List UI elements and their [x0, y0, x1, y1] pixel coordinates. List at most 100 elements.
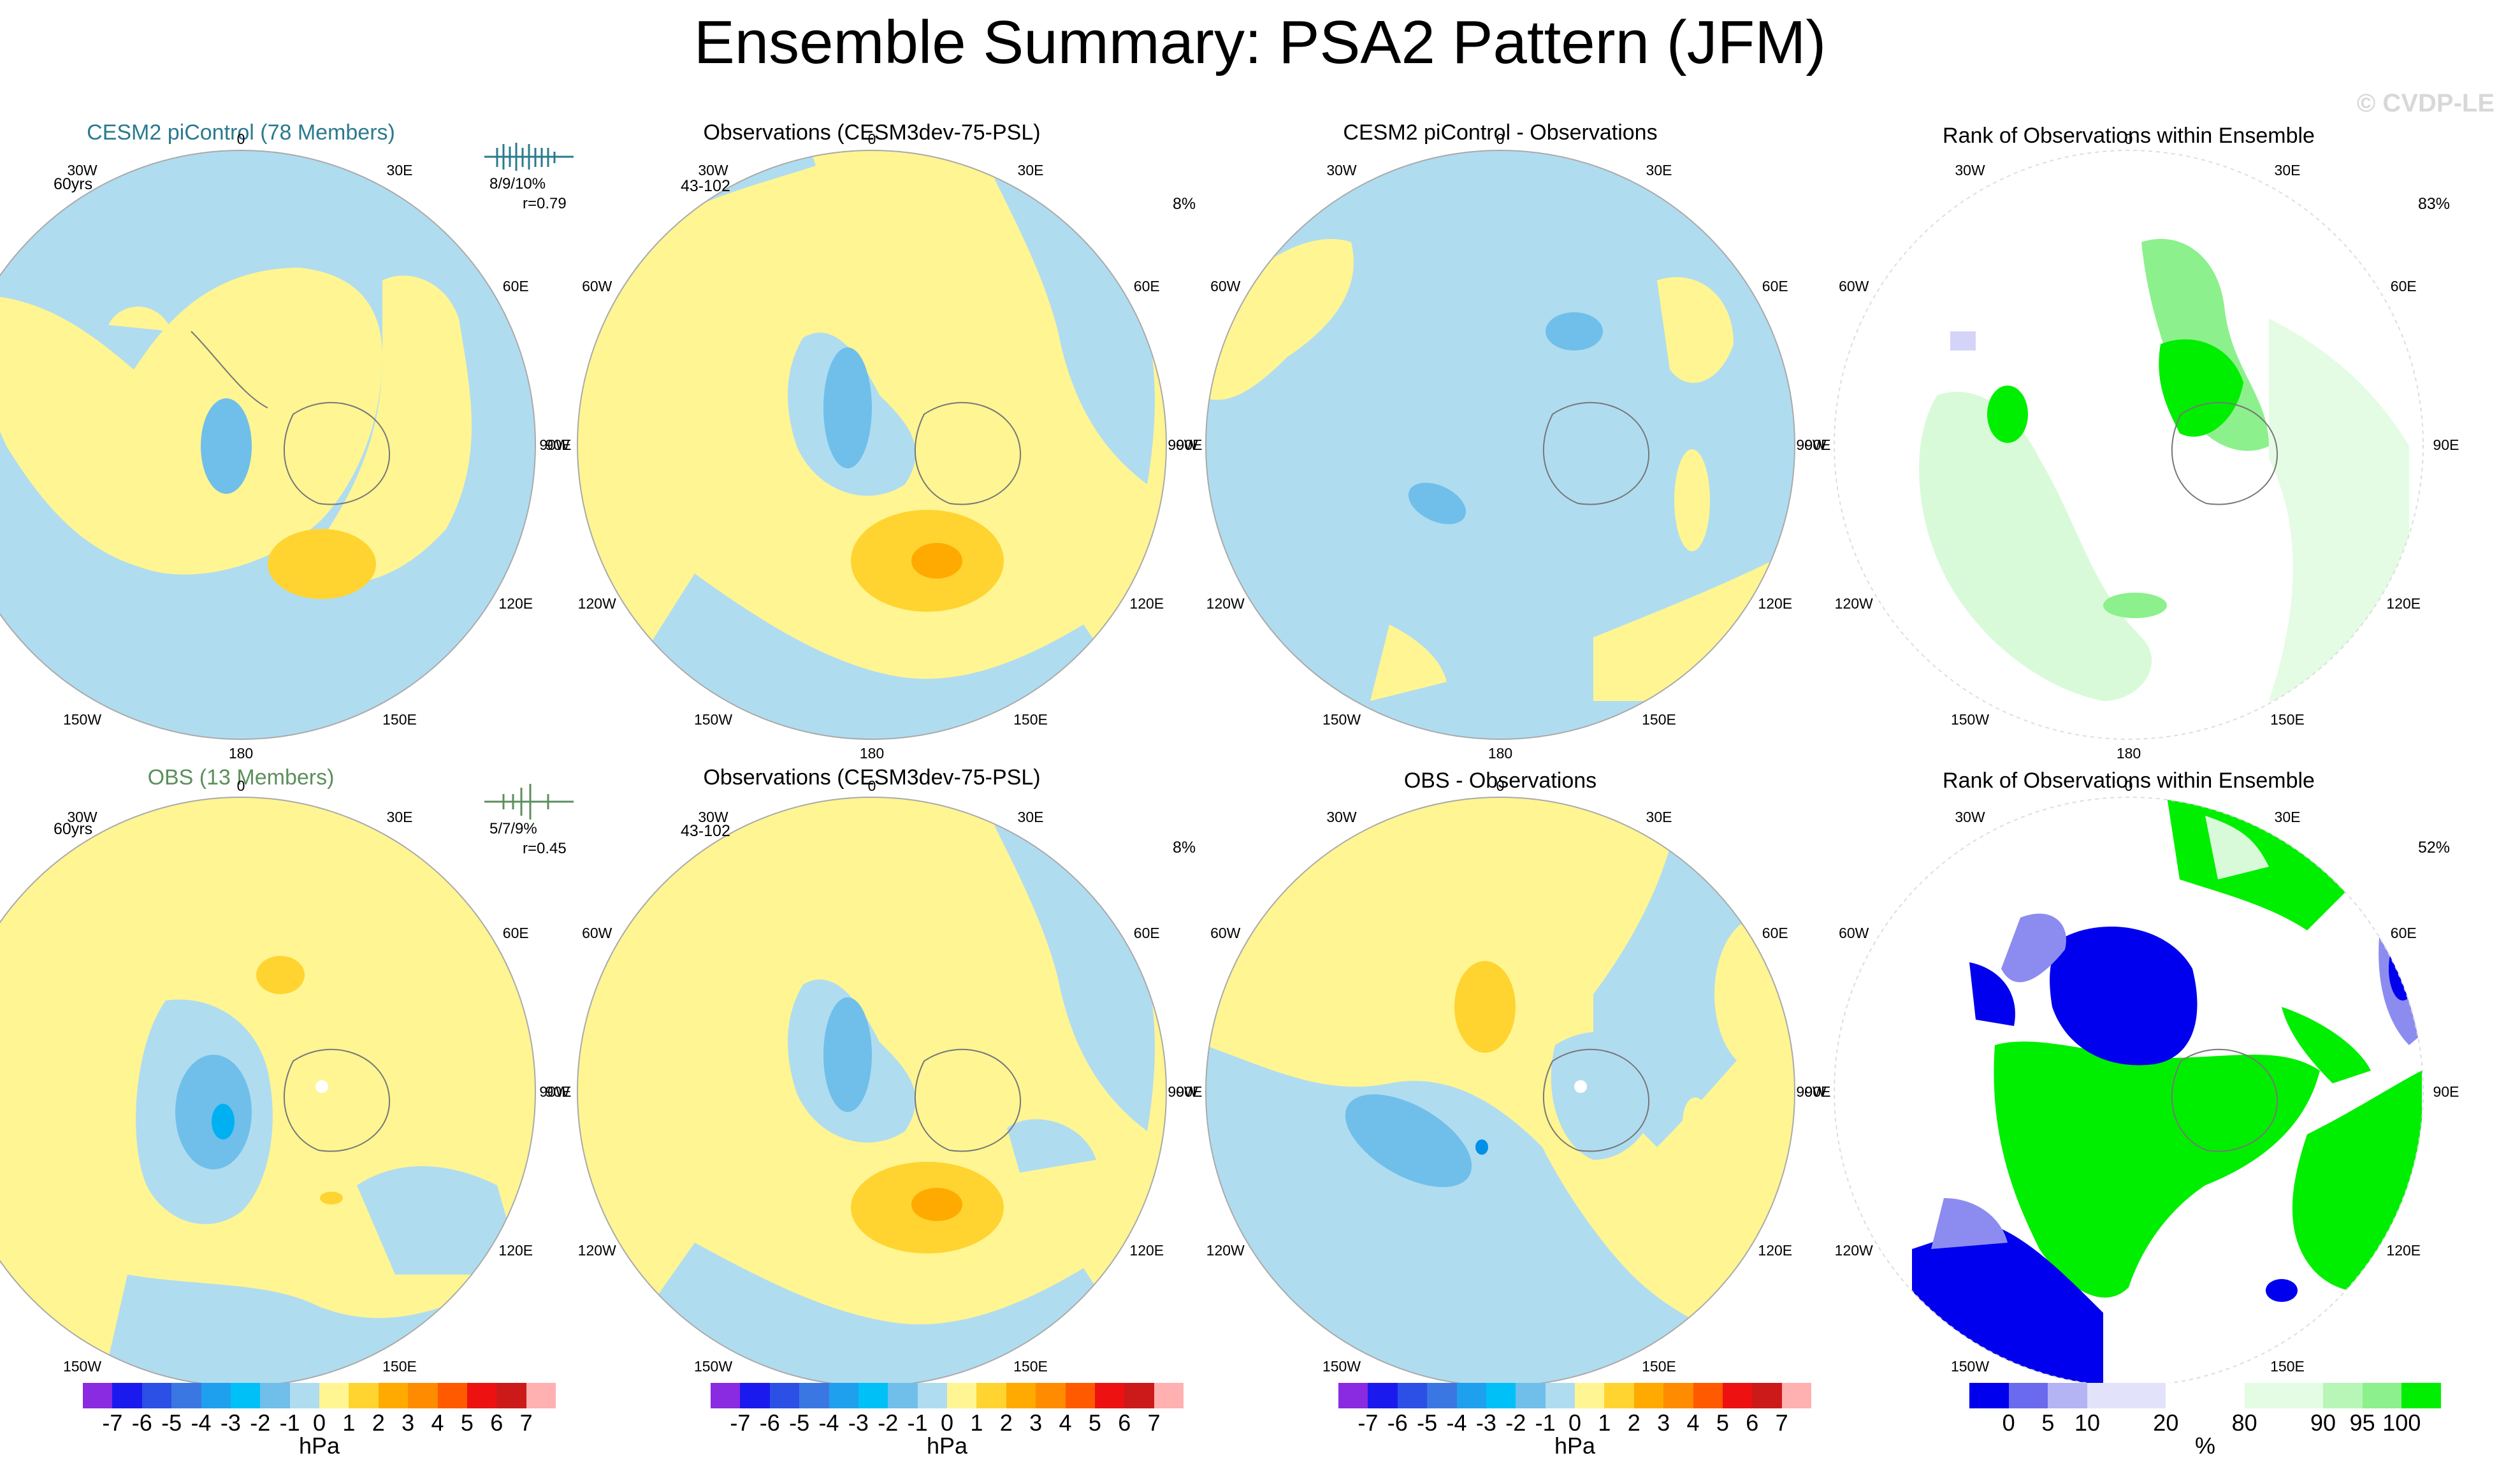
- longitude-label: 150W: [1322, 711, 1361, 728]
- colorbar-swatch: [260, 1383, 290, 1408]
- map-panel-obs-ensemble: [0, 797, 535, 1386]
- colorbar-units: hPa: [1554, 1433, 1596, 1459]
- colorbar-hpa-3: [1338, 1383, 1811, 1408]
- longitude-label: 120E: [1129, 1242, 1164, 1259]
- longitude-label: 30W: [698, 808, 728, 825]
- map-panel-observations-2: [577, 797, 1166, 1386]
- longitude-label: 30E: [2274, 808, 2301, 825]
- colorbar-tick-label: -7: [730, 1410, 751, 1436]
- panel-title-diff-2: OBS - Observations: [1403, 769, 1597, 793]
- colorbar-swatch: [858, 1383, 888, 1408]
- colorbar-swatch: [496, 1383, 526, 1408]
- longitude-label: 90E: [1804, 1083, 1831, 1100]
- colorbar-swatch: [171, 1383, 201, 1408]
- panel-title-diff-1: CESM2 piControl - Observations: [1343, 120, 1658, 145]
- percent-label: 8%: [1173, 839, 1196, 856]
- ensemble-spread-bars-1: [484, 143, 574, 171]
- longitude-label: 90E: [1176, 1083, 1203, 1100]
- longitude-label: 150W: [1950, 1358, 1990, 1375]
- longitude-label: 60E: [502, 278, 529, 294]
- colorbar-swatch: [112, 1383, 142, 1408]
- colorbar-tick-label: 20: [2153, 1410, 2179, 1436]
- colorbar-hpa-1: [83, 1383, 556, 1408]
- colorbar-swatch: [230, 1383, 261, 1408]
- map-panel-observations-1: [577, 150, 1166, 739]
- colorbar-tick-label: 5: [2041, 1410, 2055, 1436]
- colorbar-tick-label: -4: [191, 1410, 212, 1436]
- colorbar-swatch: [1006, 1383, 1036, 1408]
- colorbar-swatch: [2048, 1383, 2088, 1408]
- colorbar-tick-label: -1: [279, 1410, 300, 1436]
- colorbar-tick-label: 7: [519, 1410, 533, 1436]
- longitude-label: 30E: [386, 808, 413, 825]
- colorbar-swatch: [2008, 1383, 2048, 1408]
- colorbar-tick-label: 3: [1657, 1410, 1670, 1436]
- longitude-label: 90W: [539, 437, 570, 453]
- longitude-label: 90E: [2433, 437, 2459, 453]
- longitude-label: 30W: [1326, 808, 1357, 825]
- colorbar-swatch: [201, 1383, 231, 1408]
- colorbar-tick-label: 7: [1775, 1410, 1788, 1436]
- percent-label: 8%: [1173, 195, 1196, 213]
- colorbar-tick-label: 4: [1686, 1410, 1700, 1436]
- longitude-label: 60W: [1210, 925, 1241, 941]
- longitude-label: 150W: [693, 1358, 733, 1375]
- longitude-label: 120E: [1758, 595, 1793, 612]
- longitude-label: 150E: [2270, 1358, 2305, 1375]
- longitude-label: 60W: [1210, 278, 1241, 294]
- longitude-label: 120E: [2386, 595, 2421, 612]
- longitude-label: 0: [236, 131, 245, 147]
- colorbar-tick-label: 0: [1568, 1410, 1582, 1436]
- colorbar-tick-label: -6: [1387, 1410, 1408, 1436]
- map-panel-cesm-picontrol: [0, 150, 535, 739]
- longitude-label: 120W: [1206, 595, 1245, 612]
- colorbar-swatch: [2166, 1383, 2206, 1408]
- colorbar-swatch: [1575, 1383, 1605, 1408]
- colorbar-tick-label: 6: [1118, 1410, 1131, 1436]
- panel-title-rank-2: Rank of Observations within Ensemble: [1943, 769, 2315, 793]
- colorbar-swatch: [740, 1383, 770, 1408]
- longitude-label: 30W: [67, 161, 98, 178]
- colorbar-tick-label: 95: [2349, 1410, 2375, 1436]
- colorbar-tick-label: -2: [1505, 1410, 1526, 1436]
- colorbar-swatch: [1397, 1383, 1428, 1408]
- colorbar-tick-label: -3: [220, 1410, 241, 1436]
- colorbar-tick-label: 1: [1598, 1410, 1611, 1436]
- colorbar-tick-label: 3: [402, 1410, 415, 1436]
- longitude-label: 90W: [1168, 1083, 1198, 1100]
- longitude-label: 60E: [1762, 925, 1788, 941]
- colorbar-tick-label: 2: [372, 1410, 385, 1436]
- colorbar-swatch: [2087, 1383, 2127, 1408]
- colorbar-swatch: [1094, 1383, 1125, 1408]
- colorbar-swatch: [1338, 1383, 1368, 1408]
- colorbar-swatch: [2244, 1383, 2284, 1408]
- colorbar-swatch: [319, 1383, 349, 1408]
- longitude-label: 90E: [1804, 437, 1831, 453]
- longitude-label: 150E: [1013, 1358, 1048, 1375]
- colorbar-swatch: [1969, 1383, 2009, 1408]
- longitude-label: 150E: [382, 711, 417, 728]
- colorbar-units: %: [2194, 1433, 2216, 1459]
- colorbar-swatch: [1065, 1383, 1095, 1408]
- stat-correlation: r=0.45: [523, 840, 567, 857]
- longitude-label: 150E: [1642, 1358, 1676, 1375]
- longitude-label: 90E: [1176, 437, 1203, 453]
- colorbar-swatch: [526, 1383, 556, 1408]
- rank-percent-label: 52%: [2418, 839, 2451, 856]
- colorbar-tick-label: -2: [250, 1410, 271, 1436]
- colorbar-swatch: [917, 1383, 947, 1408]
- colorbar-tick-label: 2: [999, 1410, 1013, 1436]
- longitude-label: 30E: [2274, 161, 2301, 178]
- antarctica-outline: [284, 401, 391, 505]
- colorbar-swatch: [2205, 1383, 2245, 1408]
- longitude-label: 180: [859, 745, 885, 762]
- longitude-label: 150E: [2270, 711, 2305, 728]
- colorbar-swatch: [1693, 1383, 1723, 1408]
- longitude-label: 60W: [1839, 278, 1869, 294]
- colorbar-tick-label: 100: [2382, 1410, 2421, 1436]
- longitude-label: 150E: [1642, 711, 1676, 728]
- longitude-label: 180: [228, 745, 254, 762]
- colorbar-swatch: [1781, 1383, 1811, 1408]
- longitude-label: 60E: [2390, 925, 2417, 941]
- colorbar-tick-label: 1: [342, 1410, 356, 1436]
